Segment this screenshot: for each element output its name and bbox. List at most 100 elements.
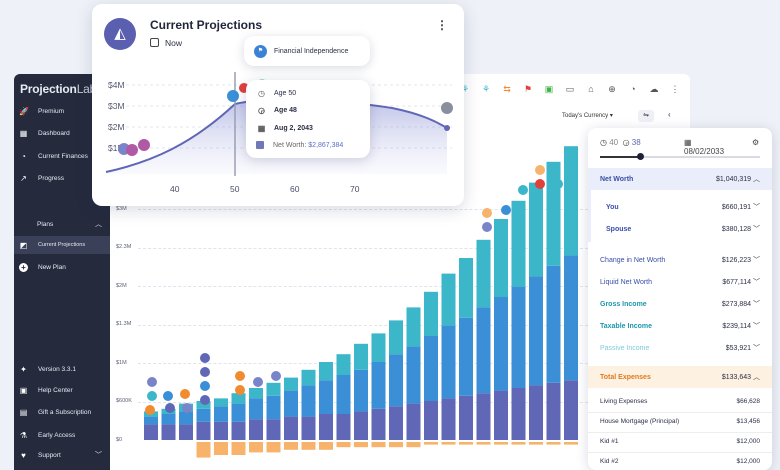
tune-icon[interactable]: ⇋ bbox=[638, 110, 654, 122]
bar-segment-expense[interactable] bbox=[196, 442, 211, 458]
plans-section-header[interactable]: Plans ︿ bbox=[14, 215, 110, 233]
bar-segment-blue[interactable] bbox=[441, 325, 456, 399]
bar-segment-blue[interactable] bbox=[144, 416, 158, 425]
sidebar-item-new-plan[interactable]: + New Plan bbox=[14, 258, 110, 276]
event-icon-9[interactable]: ◔ bbox=[630, 84, 636, 94]
bar-segment-teal[interactable] bbox=[371, 333, 386, 362]
row-you[interactable]: You $660,191 ﹀ bbox=[588, 196, 772, 218]
bar-segment-blue[interactable] bbox=[231, 403, 246, 422]
row-net-worth[interactable]: Net Worth $1,040,319 ︿ bbox=[588, 168, 772, 190]
bar-segment-indigo[interactable] bbox=[249, 419, 263, 440]
currency-select[interactable]: Today's Currency ▾ bbox=[562, 112, 613, 119]
bar-segment-indigo[interactable] bbox=[546, 382, 561, 440]
bar-segment-teal[interactable] bbox=[511, 200, 526, 287]
bar-segment-expense[interactable] bbox=[319, 442, 333, 450]
bar-segment-teal[interactable] bbox=[564, 146, 578, 256]
bar-segment-blue[interactable] bbox=[249, 398, 263, 420]
bar-segment-indigo[interactable] bbox=[196, 421, 211, 440]
bar-segment-expense[interactable] bbox=[301, 442, 316, 450]
bar-segment-indigo[interactable] bbox=[319, 414, 333, 440]
row-kid-1[interactable]: Kid #1 $12,000 bbox=[588, 431, 772, 453]
bar-segment-teal[interactable] bbox=[354, 343, 368, 370]
bar-segment-blue[interactable] bbox=[196, 408, 211, 422]
bar-segment-indigo[interactable] bbox=[336, 414, 351, 440]
bar-segment-blue[interactable] bbox=[511, 286, 526, 388]
bar-segment-indigo[interactable] bbox=[144, 424, 158, 440]
bar-segment-expense[interactable] bbox=[284, 442, 298, 450]
bar-segment-indigo[interactable] bbox=[214, 421, 228, 440]
bar-segment-expense[interactable] bbox=[494, 442, 508, 445]
bar-segment-indigo[interactable] bbox=[161, 424, 176, 440]
bar-segment-blue[interactable] bbox=[406, 346, 421, 404]
bar-segment-blue[interactable] bbox=[319, 380, 333, 414]
bar-segment-blue[interactable] bbox=[336, 375, 351, 414]
bar-segment-expense[interactable] bbox=[459, 442, 473, 445]
bar-segment-teal[interactable] bbox=[319, 362, 333, 381]
bar-segment-blue[interactable] bbox=[161, 414, 176, 425]
bar-segment-blue[interactable] bbox=[424, 336, 438, 401]
row-gross-income[interactable]: Gross Income $273,884 ﹀ bbox=[588, 293, 772, 315]
bar-segment-indigo[interactable] bbox=[476, 393, 491, 440]
bar-segment-blue[interactable] bbox=[284, 390, 298, 417]
bar-segment-teal[interactable] bbox=[441, 273, 456, 326]
sidebar-item-support[interactable]: ♥ Support ﹀ bbox=[14, 446, 110, 464]
row-passive-income[interactable]: Passive Income $53,921 ﹀ bbox=[588, 337, 772, 359]
bar-segment-teal[interactable] bbox=[476, 239, 491, 308]
bar-segment-indigo[interactable] bbox=[284, 416, 298, 440]
event-icon-2[interactable]: ⚘ bbox=[481, 84, 491, 94]
event-icon-5[interactable]: ▣ bbox=[544, 84, 554, 94]
bar-segment-indigo[interactable] bbox=[459, 395, 473, 440]
bar-segment-expense[interactable] bbox=[214, 442, 228, 455]
row-living-expenses[interactable]: Living Expenses $66,628 bbox=[588, 391, 772, 413]
brand-logo[interactable]: ProjectionLab bbox=[14, 74, 110, 96]
bar-segment-expense[interactable] bbox=[529, 442, 543, 445]
bar-segment-teal[interactable] bbox=[494, 219, 508, 297]
row-spouse[interactable]: Spouse $380,128 ﹀ bbox=[588, 218, 772, 240]
bar-segment-expense[interactable] bbox=[546, 442, 561, 445]
bar-segment-indigo[interactable] bbox=[511, 388, 526, 440]
bar-segment-blue[interactable] bbox=[529, 276, 543, 386]
bar-segment-teal[interactable] bbox=[249, 388, 263, 399]
event-icon-8[interactable]: ⊕ bbox=[608, 84, 616, 94]
sidebar-item-dashboard[interactable]: ▦ Dashboard bbox=[14, 124, 110, 142]
bar-segment-expense[interactable] bbox=[424, 442, 438, 445]
bar-segment-blue[interactable] bbox=[494, 297, 508, 391]
sidebar-item-early-access[interactable]: ⚗ Early Access bbox=[14, 426, 110, 444]
bar-segment-expense[interactable] bbox=[476, 442, 491, 445]
bar-segment-teal[interactable] bbox=[196, 401, 211, 409]
more-vertical-icon[interactable]: ⋮ bbox=[436, 18, 448, 32]
bar-segment-blue[interactable] bbox=[354, 369, 368, 412]
row-kid-2[interactable]: Kid #2 $12,000 bbox=[588, 450, 772, 470]
bar-segment-indigo[interactable] bbox=[564, 380, 578, 440]
row-change-net-worth[interactable]: Change in Net Worth $126,223 ﹀ bbox=[588, 249, 772, 271]
bar-segment-indigo[interactable] bbox=[494, 390, 508, 440]
bar-segment-expense[interactable] bbox=[249, 442, 263, 453]
bar-segment-expense[interactable] bbox=[441, 442, 456, 445]
bar-segment-teal[interactable] bbox=[529, 182, 543, 277]
bar-segment-indigo[interactable] bbox=[389, 406, 403, 440]
date-display[interactable]: ▦ 08/02/2033 bbox=[684, 138, 724, 156]
bar-segment-blue[interactable] bbox=[564, 255, 578, 381]
bar-segment-indigo[interactable] bbox=[441, 398, 456, 440]
sidebar-item-help-center[interactable]: ▣ Help Center bbox=[14, 381, 110, 399]
bar-segment-expense[interactable] bbox=[266, 442, 281, 453]
bar-segment-blue[interactable] bbox=[301, 385, 316, 417]
event-icon-3[interactable]: ⇆ bbox=[503, 84, 511, 94]
sidebar-item-current-finances[interactable]: ◔ Current Finances bbox=[14, 147, 110, 165]
bar-segment-teal[interactable] bbox=[301, 369, 316, 386]
bar-segment-indigo[interactable] bbox=[179, 424, 193, 440]
bar-segment-indigo[interactable] bbox=[301, 416, 316, 440]
bar-segment-teal[interactable] bbox=[389, 320, 403, 355]
event-icon-4[interactable]: ⚑ bbox=[523, 84, 533, 94]
gear-icon[interactable]: ⚙ bbox=[752, 138, 760, 147]
bar-segment-blue[interactable] bbox=[371, 362, 386, 409]
sidebar-item-premium[interactable]: 🚀 Premium bbox=[14, 102, 110, 120]
sidebar-item-version[interactable]: ✦ Version 3.3.1 bbox=[14, 360, 110, 378]
bar-segment-indigo[interactable] bbox=[406, 403, 421, 440]
bar-segment-indigo[interactable] bbox=[354, 411, 368, 440]
sidebar-item-current-projections[interactable]: ◩ Current Projections bbox=[14, 236, 110, 254]
event-icon-7[interactable]: ⌂ bbox=[588, 84, 594, 94]
bar-segment-teal[interactable] bbox=[284, 377, 298, 391]
bar-segment-blue[interactable] bbox=[266, 395, 281, 420]
bar-segment-expense[interactable] bbox=[511, 442, 526, 445]
